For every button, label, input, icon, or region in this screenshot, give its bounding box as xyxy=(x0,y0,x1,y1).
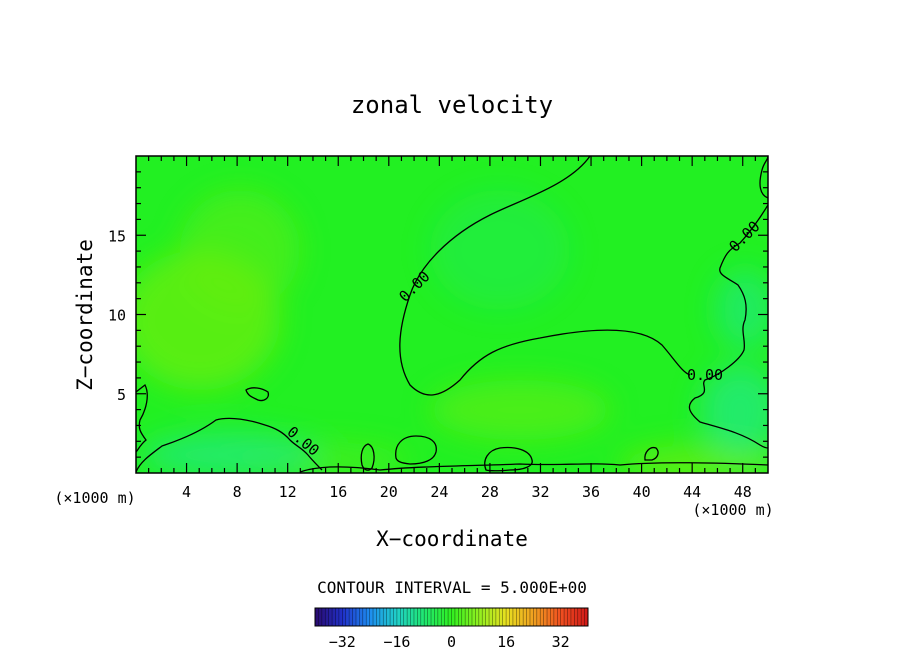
contour-line xyxy=(136,417,323,473)
positive-region xyxy=(430,380,610,440)
x-tick-label: 4 xyxy=(182,483,191,501)
x-tick-label: 48 xyxy=(734,483,752,501)
x-tick-label: 8 xyxy=(233,483,242,501)
x-unit-label-right: (×1000 m) xyxy=(692,501,773,519)
y-axis-label: Z−coordinate xyxy=(73,239,97,391)
contour-line xyxy=(484,446,533,472)
x-axis-ticks: 4 8 12 16 20 24 28 32 36 40 44 48 xyxy=(148,156,756,501)
colorbar-tick-label: 32 xyxy=(552,633,570,651)
contour-line xyxy=(759,156,768,199)
chart-title: zonal velocity xyxy=(351,91,553,119)
x-tick-label: 16 xyxy=(329,483,347,501)
negative-region xyxy=(140,433,320,473)
contour-line xyxy=(136,383,148,453)
x-tick-label: 36 xyxy=(582,483,600,501)
x-tick-label: 44 xyxy=(683,483,701,501)
x-tick-label: 12 xyxy=(279,483,297,501)
x-tick-label: 20 xyxy=(380,483,398,501)
contour-line xyxy=(644,446,659,461)
negative-region xyxy=(715,270,768,350)
x-tick-label: 28 xyxy=(481,483,499,501)
contour-line xyxy=(688,204,768,449)
colorbar-segments xyxy=(318,608,585,626)
contour-line xyxy=(399,156,691,396)
colorbar-tick-label: −16 xyxy=(383,633,410,651)
contour-interval-label: CONTOUR INTERVAL = 5.000E+00 xyxy=(317,578,587,597)
field-variation xyxy=(136,190,768,473)
contour-line xyxy=(395,435,437,465)
contour-line xyxy=(299,462,768,473)
colorbar-ticks: −32 −16 0 16 32 xyxy=(329,633,570,651)
y-tick-label: 5 xyxy=(117,386,126,404)
negative-region xyxy=(700,365,768,455)
positive-region xyxy=(180,190,300,310)
colorbar: −32 −16 0 16 32 xyxy=(314,607,589,651)
x-tick-label: 32 xyxy=(531,483,549,501)
colorbar-tick-label: −32 xyxy=(329,633,356,651)
y-axis-ticks: 5 10 15 xyxy=(108,171,768,458)
contour-label: 0.00 xyxy=(687,366,723,384)
x-axis-label: X−coordinate xyxy=(376,527,528,551)
colorbar-tick-label: 16 xyxy=(497,633,515,651)
contour-line xyxy=(245,387,270,402)
negative-region xyxy=(430,190,570,310)
x-tick-label: 40 xyxy=(633,483,651,501)
colorbar-tick-label: 0 xyxy=(447,633,456,651)
x-tick-label: 24 xyxy=(430,483,448,501)
plot-area: 0.00 0.00 0.00 0.00 xyxy=(136,156,768,473)
y-tick-label: 15 xyxy=(108,227,126,245)
x-unit-label: (×1000 m) xyxy=(54,489,135,507)
y-tick-label: 10 xyxy=(108,307,126,325)
contour-lines xyxy=(136,156,768,473)
contour-line xyxy=(360,443,375,471)
